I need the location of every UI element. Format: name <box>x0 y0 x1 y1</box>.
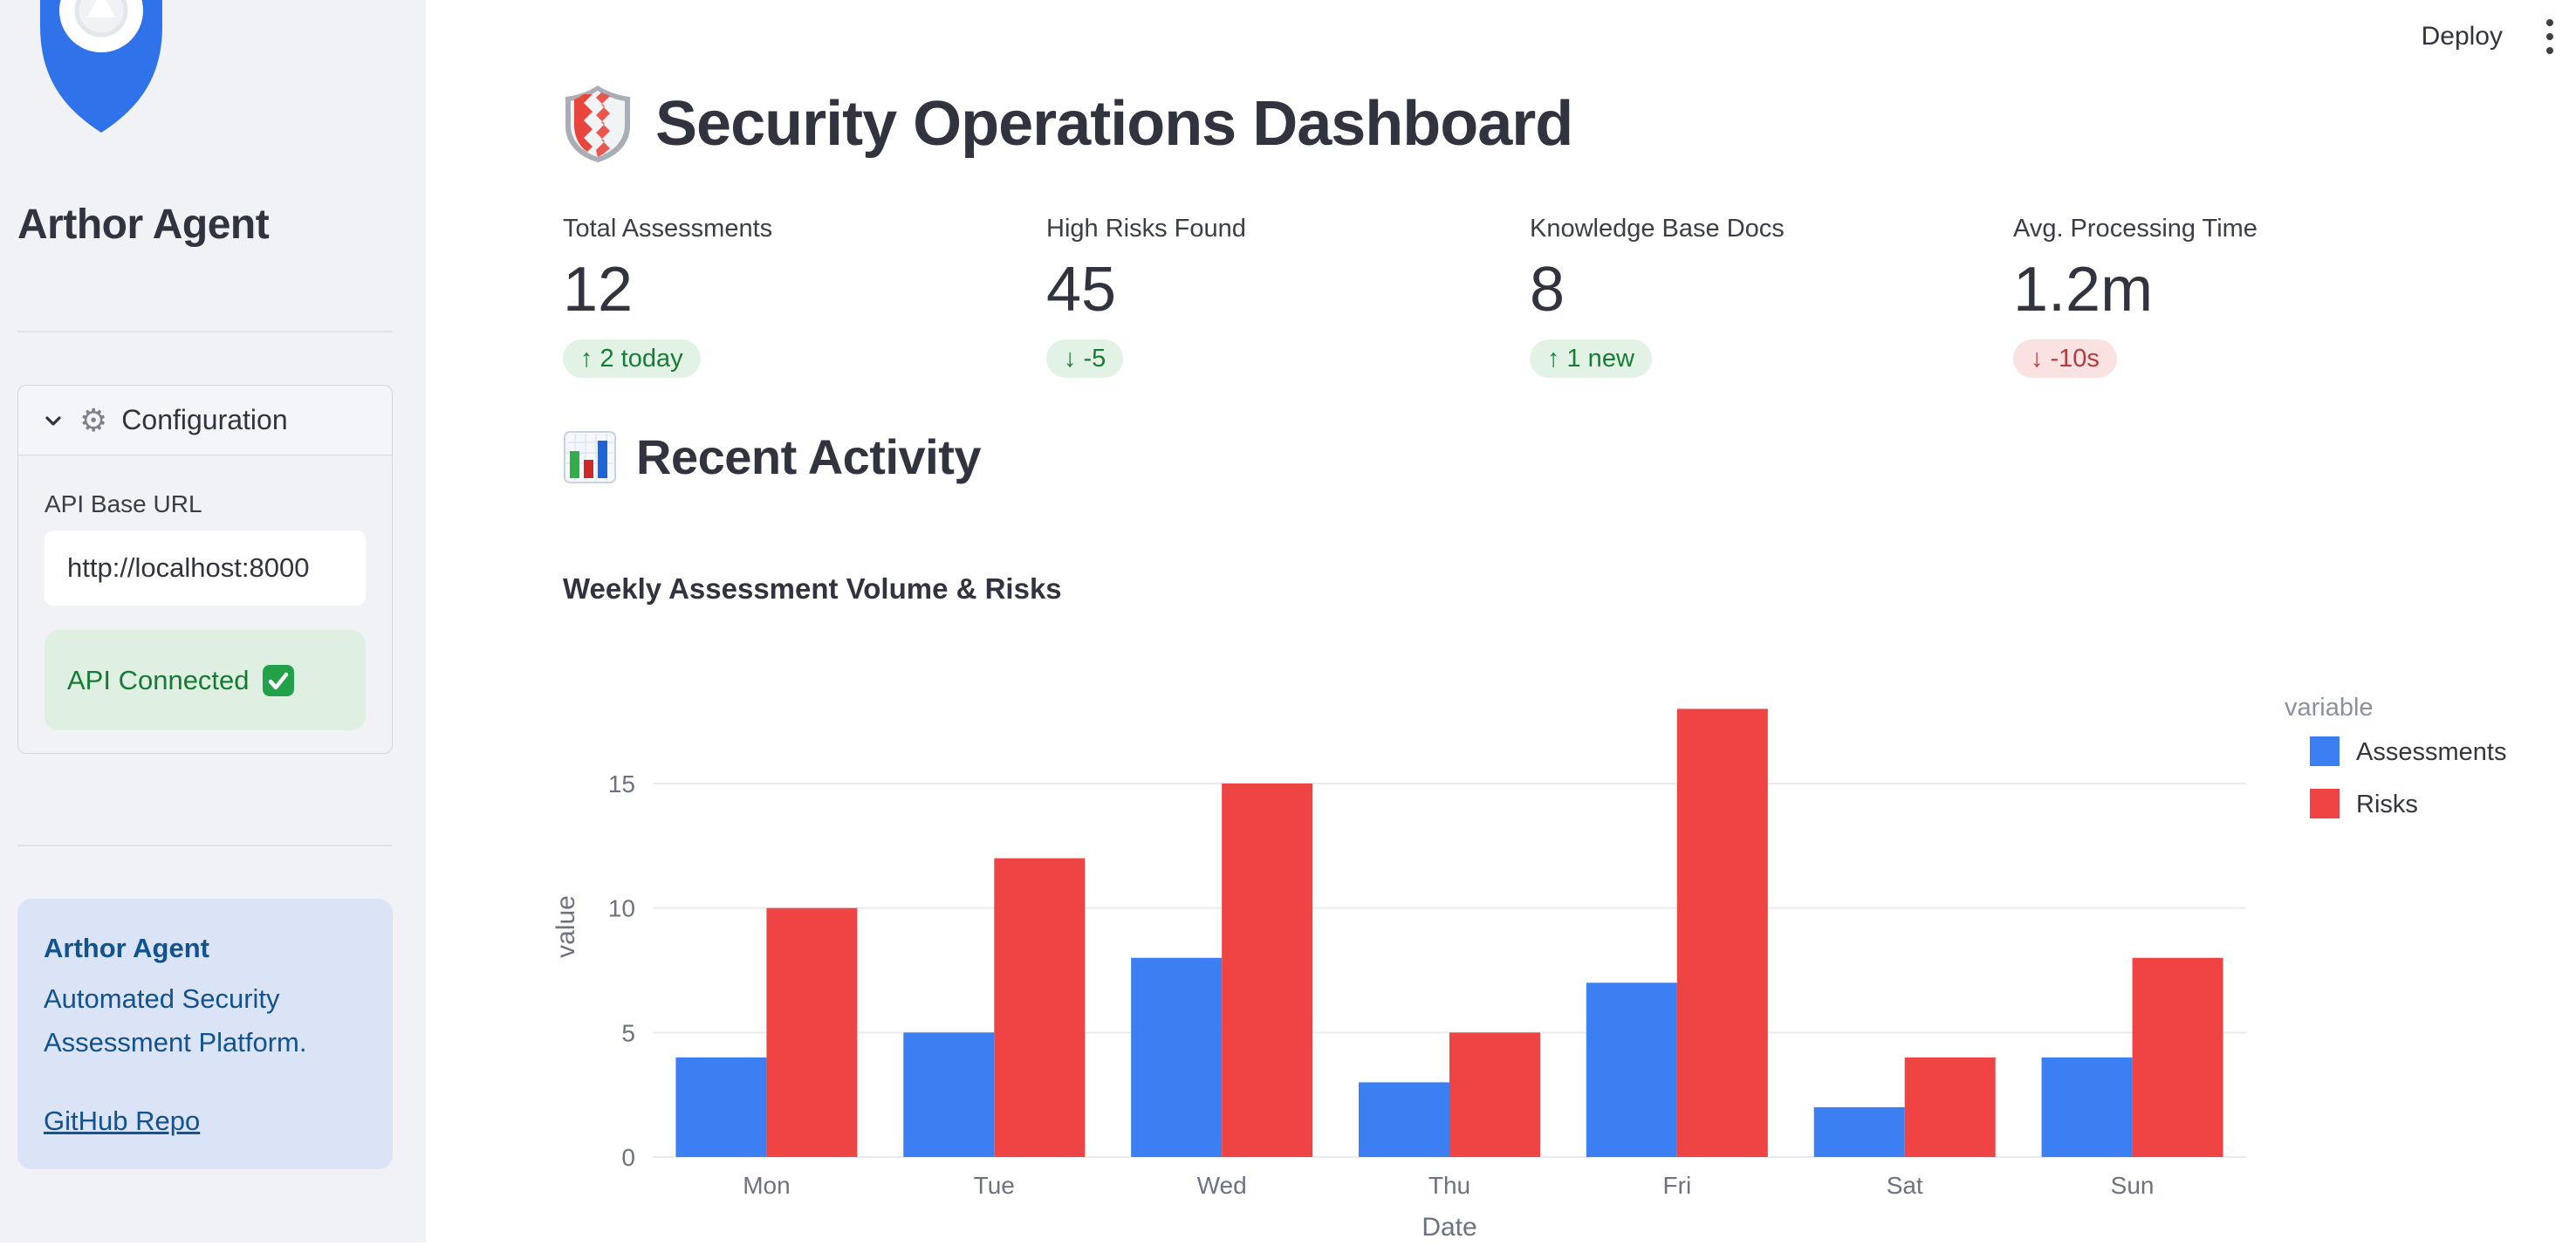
metric-value: 8 <box>1530 255 1565 325</box>
arrow-icon: ↑ <box>1547 344 1560 373</box>
overflow-menu-button[interactable] <box>2541 14 2559 59</box>
svg-text:Tue: Tue <box>974 1172 1015 1199</box>
arrow-icon: ↓ <box>2031 344 2044 373</box>
page-title: Security Operations Dashboard <box>655 89 1573 159</box>
svg-text:Wed: Wed <box>1197 1172 1247 1199</box>
app-logo-shield-icon <box>31 0 171 136</box>
metric-value: 45 <box>1046 255 1117 325</box>
about-line2: Assessment Platform. <box>44 1027 307 1058</box>
bar-chart-svg: 0 5 10 15 Mon Tue Wed Thu Fri Sat Sun Date value vari… <box>552 694 2506 1242</box>
arrow-icon: ↑ <box>580 344 593 373</box>
metric-delta-text: 1 new <box>1566 344 1634 373</box>
api-base-url-input[interactable] <box>45 531 366 606</box>
metric-delta-badge: ↓ -10s <box>2013 339 2117 378</box>
metric-label: Knowledge Base Docs <box>1530 215 1785 243</box>
gear-icon: ⚙ <box>79 401 108 438</box>
sidebar: Arthor Agent ⚙ Configuration API Base UR… <box>0 0 426 1243</box>
about-info-box: Arthor Agent Automated Security Assessme… <box>17 899 393 1169</box>
bar-chart[interactable]: 0 5 10 15 Mon Tue Wed Thu Fri Sat Sun Date value vari… <box>539 658 2566 1242</box>
svg-text:Date: Date <box>1422 1213 1476 1242</box>
section-title-row: Recent Activity <box>563 428 2576 485</box>
svg-text:10: 10 <box>608 895 635 922</box>
svg-text:Fri: Fri <box>1663 1172 1692 1199</box>
svg-text:Sun: Sun <box>2111 1172 2155 1199</box>
bar-chart-emoji-icon <box>563 430 617 484</box>
svg-text:Risks: Risks <box>2356 791 2418 818</box>
sidebar-divider <box>17 845 393 846</box>
github-repo-link[interactable]: GitHub Repo <box>44 1106 201 1136</box>
chevron-down-icon <box>41 408 65 433</box>
svg-text:15: 15 <box>608 770 635 798</box>
svg-text:Sat: Sat <box>1887 1172 1923 1199</box>
about-line1: Automated Security <box>44 983 280 1014</box>
metric-delta-text: -10s <box>2050 344 2100 373</box>
api-status-text: API Connected <box>67 664 250 695</box>
svg-text:Assessments: Assessments <box>2356 738 2506 766</box>
check-mark-icon <box>262 664 295 697</box>
metric-label: Total Assessments <box>563 215 773 243</box>
about-title: Arthor Agent <box>44 933 209 963</box>
sidebar-divider <box>17 331 393 332</box>
configuration-expander-header[interactable]: ⚙ Configuration <box>18 386 392 455</box>
page-title-row: Security Operations Dashboard <box>563 84 2576 164</box>
metric-delta-badge: ↓ -5 <box>1046 339 1124 378</box>
sidebar-app-title: Arthor Agent <box>17 202 270 248</box>
svg-text:value: value <box>552 895 580 958</box>
metric-label: High Risks Found <box>1046 215 1246 243</box>
svg-text:5: 5 <box>621 1019 635 1046</box>
svg-text:Mon: Mon <box>743 1172 790 1199</box>
shield-emoji-icon <box>563 84 633 164</box>
svg-text:Thu: Thu <box>1428 1172 1470 1199</box>
metric-high-risks: High Risks Found 45 ↓ -5 <box>1046 215 1530 378</box>
metric-value: 1.2m <box>2013 255 2154 325</box>
configuration-expander: ⚙ Configuration API Base URL API Connect… <box>17 385 393 754</box>
chart-title: Weekly Assessment Volume & Risks <box>563 572 1062 605</box>
svg-text:0: 0 <box>621 1144 635 1171</box>
metric-label: Avg. Processing Time <box>2013 215 2257 243</box>
arrow-icon: ↓ <box>1064 344 1077 373</box>
metric-delta-badge: ↑ 2 today <box>563 339 701 378</box>
metric-knowledge-base-docs: Knowledge Base Docs 8 ↑ 1 new <box>1530 215 2013 378</box>
metric-value: 12 <box>563 255 634 325</box>
deploy-button[interactable]: Deploy <box>2420 17 2504 57</box>
api-base-url-label: API Base URL <box>45 490 202 517</box>
configuration-expander-body: API Base URL API Connected <box>18 455 392 753</box>
section-title: Recent Activity <box>636 429 982 484</box>
main-content: Security Operations Dashboard Total Asse… <box>426 0 2576 1243</box>
configuration-expander-label: Configuration <box>121 404 288 435</box>
svg-text:variable: variable <box>2285 694 2374 722</box>
metric-delta-text: -5 <box>1083 344 1106 373</box>
app-header-actions: Deploy <box>2420 14 2559 59</box>
api-status-success-box: API Connected <box>45 630 366 730</box>
metric-delta-badge: ↑ 1 new <box>1530 339 1652 378</box>
metric-avg-processing-time: Avg. Processing Time 1.2m ↓ -10s <box>2013 215 2497 378</box>
metrics-row: Total Assessments 12 ↑ 2 today High Risks… <box>563 215 2576 378</box>
metric-delta-text: 2 today <box>599 344 683 373</box>
metric-total-assessments: Total Assessments 12 ↑ 2 today <box>563 215 1046 378</box>
